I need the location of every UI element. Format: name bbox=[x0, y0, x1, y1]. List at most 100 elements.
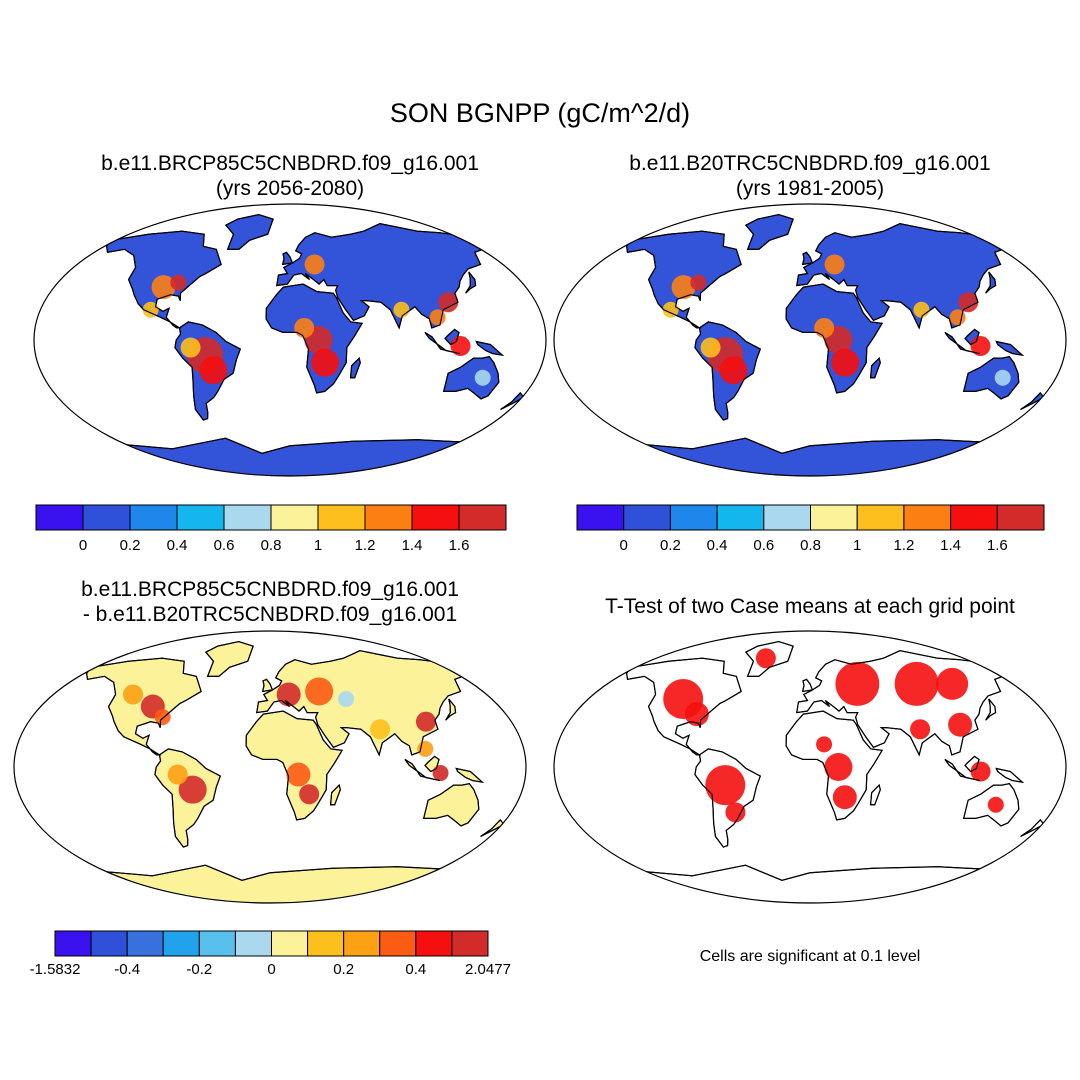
colorbar-swatch bbox=[82, 504, 131, 531]
field-patch bbox=[705, 765, 746, 806]
field-patch bbox=[429, 309, 446, 326]
field-patch bbox=[305, 677, 334, 706]
colorbar-swatch bbox=[903, 504, 952, 531]
field-patch bbox=[294, 317, 315, 338]
field-patch bbox=[393, 301, 410, 318]
field-patch bbox=[299, 784, 320, 805]
colorbar-tick-label: 0.4 bbox=[166, 537, 188, 554]
case2-title: b.e11.B20TRC5CNBDRD.f09_g16.001 (yrs 198… bbox=[550, 151, 1070, 201]
field-patch bbox=[662, 301, 679, 318]
field-patch bbox=[154, 709, 171, 726]
colorbar-tick-label: 0.6 bbox=[213, 537, 235, 554]
colorbar-tick-label: 0.4 bbox=[405, 961, 427, 978]
ttest-title: T-Test of two Case means at each grid po… bbox=[605, 595, 1015, 618]
field-patch bbox=[417, 740, 434, 757]
colorbar-swatch bbox=[669, 504, 718, 531]
colorbar-tick-label: 1 bbox=[853, 537, 862, 554]
field-patch bbox=[450, 336, 471, 357]
colorbar-tick-label: 0.8 bbox=[260, 537, 282, 554]
colorbar-tick-label: 1 bbox=[313, 537, 323, 554]
field-patch bbox=[276, 682, 301, 707]
field-patch bbox=[832, 785, 857, 810]
field-patch bbox=[178, 775, 207, 804]
significance-note: Cells are significant at 0.1 level bbox=[699, 948, 921, 965]
colorbar-diff bbox=[54, 930, 489, 957]
field-patch bbox=[816, 736, 833, 753]
case1-title-line2: (yrs 2056-2080) bbox=[215, 177, 365, 200]
colorbar-swatch bbox=[364, 504, 413, 531]
colorbar-tick-label: 1.6 bbox=[986, 537, 1008, 554]
field-patch bbox=[151, 275, 176, 300]
case2-title-line2: (yrs 1981-2005) bbox=[735, 177, 885, 200]
colorbar-tick-label: 1.2 bbox=[893, 537, 915, 554]
colorbar-swatch bbox=[950, 504, 998, 531]
colorbar-swatch bbox=[35, 504, 84, 531]
colorbar-swatch bbox=[54, 930, 92, 957]
colorbar-case2-labels: 0 0.2 0.4 0.6 0.8 1 1.2 1.4 1.6 bbox=[577, 537, 1044, 557]
field-patch bbox=[415, 711, 436, 732]
field-patch bbox=[814, 317, 835, 338]
colorbar-swatch bbox=[307, 930, 345, 957]
colorbar-swatch bbox=[810, 504, 858, 531]
field-patch bbox=[304, 254, 325, 275]
field-patch bbox=[910, 719, 931, 740]
diff-title: b.e11.BRCP85C5CNBDRD.f09_g16.001 - b.e11… bbox=[10, 577, 530, 627]
colorbar-tick-label: 1.4 bbox=[401, 537, 423, 554]
colorbar-swatch bbox=[856, 504, 905, 531]
colorbar-swatch bbox=[271, 930, 309, 957]
field-patch bbox=[142, 301, 159, 318]
colorbar-tick-label: 0.8 bbox=[800, 537, 821, 554]
colorbar-case1-labels: 0 0.2 0.4 0.6 0.8 1 1.2 1.4 1.6 bbox=[36, 537, 506, 557]
colorbar-tick-label: 0.4 bbox=[706, 537, 728, 554]
field-patch bbox=[948, 712, 973, 737]
field-patch bbox=[474, 369, 491, 386]
colorbar-swatch bbox=[415, 930, 453, 957]
field-patch bbox=[180, 337, 201, 358]
case1-title: b.e11.BRCP85C5CNBDRD.f09_g16.001 (yrs 20… bbox=[30, 151, 550, 201]
map-frame bbox=[33, 203, 547, 477]
colorbar-swatch bbox=[716, 504, 765, 531]
colorbar-tick-label: 0 bbox=[619, 537, 628, 554]
colorbar-swatch bbox=[763, 504, 812, 531]
map-frame bbox=[553, 203, 1067, 477]
colorbar-tick-label: -1.5832 bbox=[29, 961, 81, 978]
field-patch bbox=[936, 667, 969, 700]
field-patch bbox=[894, 661, 939, 706]
field-patch bbox=[994, 369, 1011, 386]
colorbar-swatch bbox=[458, 504, 507, 531]
colorbar-swatch bbox=[234, 930, 273, 957]
colorbar-tick-label: 2.0477 bbox=[465, 961, 511, 978]
field-patch bbox=[684, 702, 709, 727]
colorbar-tick-label: 0 bbox=[267, 961, 276, 978]
field-patch bbox=[949, 309, 966, 326]
colorbar-diff-labels: -1.5832 -0.4 -0.2 0 0.2 0.4 2.0477 bbox=[30, 961, 511, 981]
field-patch bbox=[671, 275, 696, 300]
colorbar-swatch bbox=[379, 930, 417, 957]
colorbar-swatch bbox=[317, 504, 366, 531]
case1-title-line1: b.e11.BRCP85C5CNBDRD.f09_g16.001 bbox=[101, 152, 479, 175]
field-patch bbox=[700, 337, 721, 358]
field-patch bbox=[370, 719, 391, 740]
field-patch bbox=[987, 796, 1004, 813]
colorbar-tick-label: 0 bbox=[78, 537, 88, 554]
colorbar-swatch bbox=[411, 504, 460, 531]
field-patch bbox=[835, 661, 880, 706]
colorbar-swatch bbox=[996, 504, 1045, 531]
colorbar-case2 bbox=[576, 504, 1045, 531]
colorbar-tick-label: 0.2 bbox=[119, 537, 141, 554]
field-patch bbox=[913, 301, 930, 318]
map-ttest bbox=[553, 630, 1067, 904]
field-patch bbox=[725, 802, 746, 823]
map-diff bbox=[13, 630, 527, 904]
colorbar-tick-label: 0.2 bbox=[333, 961, 355, 978]
colorbar-swatch bbox=[270, 504, 319, 531]
map-case2 bbox=[553, 203, 1067, 477]
field-patch bbox=[970, 761, 991, 782]
field-patch bbox=[311, 348, 340, 377]
field-patch bbox=[438, 292, 459, 313]
field-patch bbox=[958, 292, 979, 313]
field-patch bbox=[432, 765, 449, 782]
colorbar-swatch bbox=[129, 504, 178, 531]
field-patch bbox=[338, 691, 355, 707]
field-patch bbox=[824, 753, 853, 781]
